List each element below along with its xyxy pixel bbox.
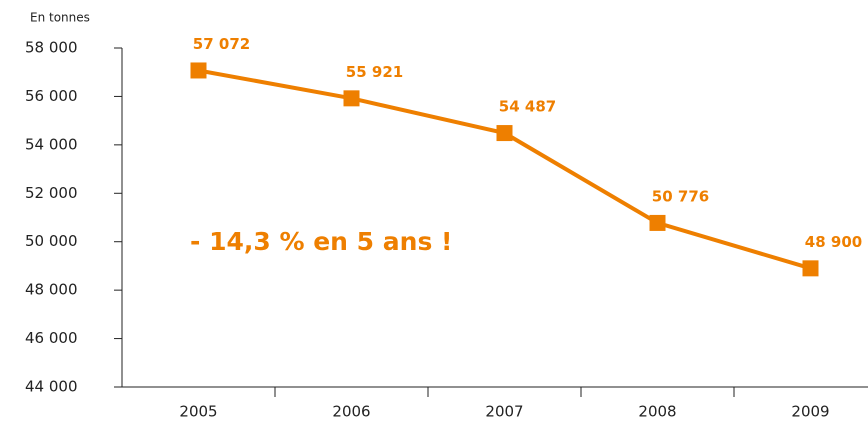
marker [343, 90, 360, 107]
y-tick-label: 54 000 [25, 135, 78, 153]
marker [190, 62, 207, 79]
y-tick-label: 56 000 [25, 87, 78, 105]
y-tick-label: 46 000 [25, 329, 78, 347]
y-tick-label: 58 000 [25, 39, 78, 57]
value-label: 54 487 [499, 98, 556, 116]
value-label: 57 072 [193, 35, 250, 53]
value-label: 50 776 [652, 187, 709, 205]
y-tick-label: 48 000 [25, 281, 78, 299]
y-tick-label: 52 000 [25, 184, 78, 202]
annotation: - 14,3 % en 5 ans ! [190, 227, 452, 256]
marker [649, 214, 666, 231]
marker [802, 260, 819, 277]
y-tick-label: 44 000 [25, 378, 78, 396]
x-tick-label: 2005 [179, 403, 217, 421]
marker [496, 125, 513, 142]
value-label: 55 921 [346, 63, 403, 81]
y-tick-label: 50 000 [25, 232, 78, 250]
value-label: 48 900 [805, 233, 862, 251]
y-axis-label: En tonnes [30, 11, 90, 25]
x-tick-label: 2008 [638, 403, 676, 421]
x-tick-label: 2006 [332, 403, 370, 421]
x-tick-label: 2009 [791, 403, 829, 421]
x-tick-label: 2007 [485, 403, 523, 421]
